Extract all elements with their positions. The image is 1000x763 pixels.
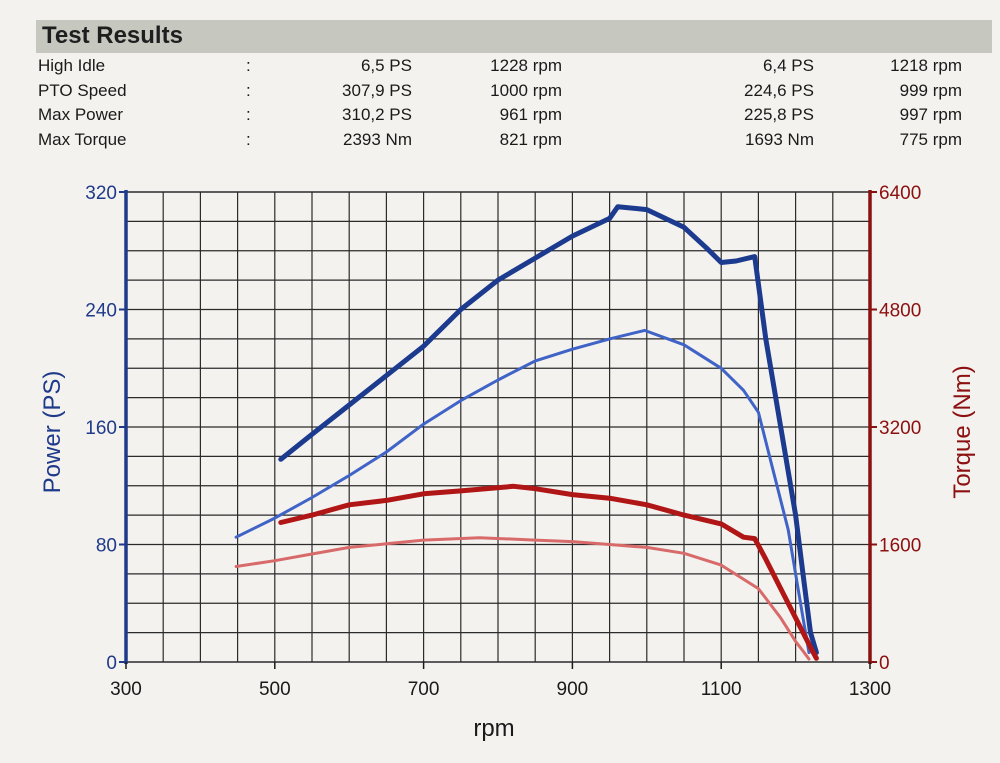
y-left-tick-label: 0 bbox=[106, 653, 117, 674]
row-label: Max Power bbox=[38, 105, 124, 124]
row-label: PTO Speed bbox=[38, 80, 127, 100]
row-value-1: 307,9 PS bbox=[342, 80, 412, 100]
x-tick-label: 300 bbox=[110, 679, 142, 700]
x-axis-title: rpm bbox=[473, 715, 514, 742]
series-line-2 bbox=[234, 328, 811, 655]
row-rpm-1: 1228 rpm bbox=[490, 56, 562, 75]
results-row-max-torque: Max Torque : 2393 Nm 821 rpm 1693 Nm 775… bbox=[38, 128, 978, 153]
x-tick-label: 500 bbox=[259, 679, 291, 700]
results-row-pto-speed: PTO Speed : 307,9 PS 1000 rpm 224,6 PS 9… bbox=[38, 79, 978, 104]
row-colon: : bbox=[246, 129, 251, 149]
row-value-1: 6,5 PS bbox=[360, 56, 412, 75]
y-axis-left-title: Power (PS) bbox=[39, 371, 66, 494]
x-tick-label: 900 bbox=[557, 679, 589, 700]
x-tick-label: 700 bbox=[408, 679, 440, 700]
y-left-tick-label: 240 bbox=[85, 301, 117, 322]
series-line-1 bbox=[278, 204, 819, 655]
grid bbox=[126, 191, 870, 663]
row-rpm-1: 961 rpm bbox=[499, 105, 562, 124]
row-value-1: 2393 Nm bbox=[343, 129, 412, 149]
results-table: High Idle : 6,5 PS 1228 rpm 6,4 PS 1218 … bbox=[38, 54, 978, 152]
y-axis-right-title: Torque (Nm) bbox=[949, 365, 976, 498]
row-rpm-2: 775 rpm bbox=[899, 129, 962, 149]
y-right-tick-label: 6400 bbox=[879, 183, 921, 204]
row-rpm-2: 1218 rpm bbox=[890, 56, 962, 75]
y-right-tick-label: 3200 bbox=[879, 418, 921, 439]
x-tick-label: 1100 bbox=[701, 679, 742, 700]
row-rpm-2: 999 rpm bbox=[899, 80, 962, 100]
row-rpm-2: 997 rpm bbox=[899, 105, 962, 124]
row-colon: : bbox=[246, 56, 251, 75]
row-value-2: 224,6 PS bbox=[744, 80, 814, 100]
y-right-tick-label: 1600 bbox=[879, 536, 921, 557]
results-row-max-power: Max Power : 310,2 PS 961 rpm 225,8 PS 99… bbox=[38, 103, 978, 128]
row-value-1: 310,2 PS bbox=[342, 105, 412, 124]
series-line-4 bbox=[234, 536, 811, 661]
y-right-tick-label: 4800 bbox=[879, 301, 921, 322]
results-title: Test Results bbox=[42, 22, 183, 49]
results-row-high-idle: High Idle : 6,5 PS 1228 rpm 6,4 PS 1218 … bbox=[38, 54, 978, 79]
x-tick-label: 1300 bbox=[849, 679, 891, 700]
row-label: Max Torque bbox=[38, 129, 127, 149]
y-right-tick-label: 0 bbox=[879, 653, 890, 674]
row-colon: : bbox=[246, 105, 251, 124]
row-colon: : bbox=[246, 80, 251, 100]
series-layer bbox=[234, 204, 819, 661]
row-rpm-1: 821 rpm bbox=[499, 129, 562, 149]
series-line-3 bbox=[278, 483, 819, 661]
row-value-2: 6,4 PS bbox=[762, 56, 814, 75]
row-value-2: 1693 Nm bbox=[745, 129, 814, 149]
y-left-tick-label: 320 bbox=[85, 183, 117, 204]
row-value-2: 225,8 PS bbox=[744, 105, 814, 124]
row-label: High Idle bbox=[38, 56, 106, 75]
y-left-tick-label: 80 bbox=[96, 536, 117, 557]
y-left-tick-label: 160 bbox=[85, 418, 117, 439]
row-rpm-1: 1000 rpm bbox=[490, 80, 562, 100]
results-header-bar: Test Results bbox=[36, 20, 992, 53]
